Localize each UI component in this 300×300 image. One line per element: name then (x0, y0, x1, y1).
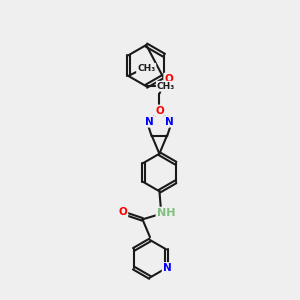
Text: O: O (118, 207, 127, 217)
Text: N: N (165, 117, 173, 127)
Text: O: O (155, 106, 164, 116)
Text: N: N (145, 117, 154, 127)
Text: NH: NH (157, 208, 175, 218)
Text: O: O (164, 74, 173, 84)
Text: N: N (163, 263, 172, 273)
Text: CH₃: CH₃ (157, 82, 175, 91)
Text: CH₃: CH₃ (137, 64, 155, 73)
